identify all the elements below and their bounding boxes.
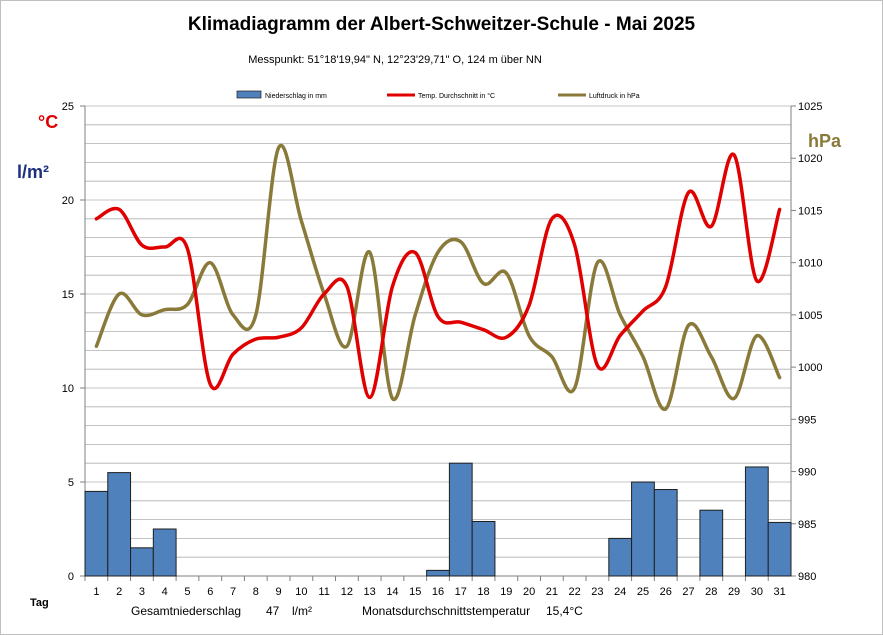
legend-precip-swatch [236, 90, 262, 99]
x-tick-label: 19 [500, 586, 512, 598]
x-tick-label: 11 [318, 586, 329, 598]
precip-bar [767, 521, 792, 577]
pressure-unit-label: hPa [808, 131, 842, 151]
temperature-line [94, 152, 782, 400]
x-tick-label: 17 [455, 586, 467, 598]
left-tick-label: 10 [62, 383, 74, 395]
right-tick-label: 990 [798, 467, 816, 479]
right-tick-label: 1025 [798, 101, 822, 113]
right-tick-label: 980 [798, 571, 816, 583]
left-tick-label: 5 [68, 477, 74, 489]
x-tick-label: 6 [207, 586, 213, 598]
x-tick-label: 18 [477, 586, 489, 598]
x-tick-label: 22 [569, 586, 581, 598]
right-tick-label: 1010 [798, 258, 822, 270]
x-tick-label: 24 [614, 586, 626, 598]
x-tick-label: 7 [230, 586, 236, 598]
right-tick-label: 1020 [798, 153, 822, 165]
precip-bar [426, 569, 450, 577]
total-precip-value: 47 [266, 604, 280, 618]
x-tick-label: 4 [162, 586, 168, 598]
precip-bar [608, 537, 633, 577]
x-tick-label: 8 [253, 586, 259, 598]
chart-title: Klimadiagramm der Albert-Schweitzer-Schu… [187, 14, 696, 35]
pressure-line [94, 143, 782, 411]
precip-bar [653, 489, 678, 577]
x-axis-label: Tag [30, 597, 49, 609]
x-tick-label: 1 [93, 586, 99, 598]
x-tick-label: 23 [591, 586, 603, 598]
x-tick-label: 13 [364, 586, 376, 598]
precip-bar [631, 481, 655, 577]
avg-temp-label: Monatsdurchschnittstemperatur [362, 604, 531, 618]
x-tick-label: 25 [637, 586, 649, 598]
precip-bar [448, 462, 473, 577]
left-tick-label: 0 [68, 571, 74, 583]
x-tick-label: 9 [276, 586, 282, 598]
total-precip-unit: l/m² [292, 604, 312, 618]
legend-precip-label: Niederschlag in mm [265, 93, 327, 100]
left-tick-label: 15 [62, 289, 74, 301]
x-tick-label: 10 [295, 586, 307, 598]
x-tick-label: 26 [660, 586, 672, 598]
precip-bar [107, 472, 132, 577]
right-tick-label: 1000 [798, 362, 822, 374]
right-tick-label: 995 [798, 414, 816, 426]
precip-unit-label: l/m² [17, 162, 50, 182]
x-tick-label: 30 [751, 586, 763, 598]
right-tick-label: 1015 [798, 205, 822, 217]
x-tick-label: 15 [409, 586, 421, 598]
x-tick-label: 12 [341, 586, 353, 598]
x-tick-label: 27 [682, 586, 694, 598]
precip-bar [152, 528, 177, 577]
x-tick-label: 21 [546, 586, 558, 598]
x-tick-label: 5 [184, 586, 190, 598]
left-tick-label: 25 [62, 101, 74, 113]
total-precip-label: Gesamtniederschlag [131, 604, 242, 618]
x-tick-label: 2 [116, 586, 122, 598]
legend-temp-label: Temp. Durchschnitt in °C [418, 92, 495, 100]
x-tick-label: 29 [728, 586, 740, 598]
precip-bar [744, 466, 769, 577]
x-tick-label: 3 [139, 586, 145, 598]
chart-subtitle: Messpunkt: 51°18'19,94" N, 12°23'29,71" … [248, 54, 542, 66]
x-tick-label: 16 [432, 586, 444, 598]
x-tick-label: 28 [705, 586, 717, 598]
precip-bar [130, 547, 154, 577]
x-tick-label: 14 [386, 586, 398, 598]
x-tick-label: 31 [773, 586, 785, 598]
temp-unit-label: °C [38, 112, 59, 132]
precip-bar [471, 520, 496, 577]
x-tick-label: 20 [523, 586, 535, 598]
avg-temp-value: 15,4°C [546, 604, 583, 618]
precip-bar [699, 509, 724, 577]
precip-bar [84, 490, 109, 577]
left-tick-label: 20 [62, 195, 74, 207]
legend-pressure-label: Luftdruck in hPa [589, 93, 640, 100]
right-tick-label: 1005 [798, 310, 822, 322]
right-tick-label: 985 [798, 519, 816, 531]
